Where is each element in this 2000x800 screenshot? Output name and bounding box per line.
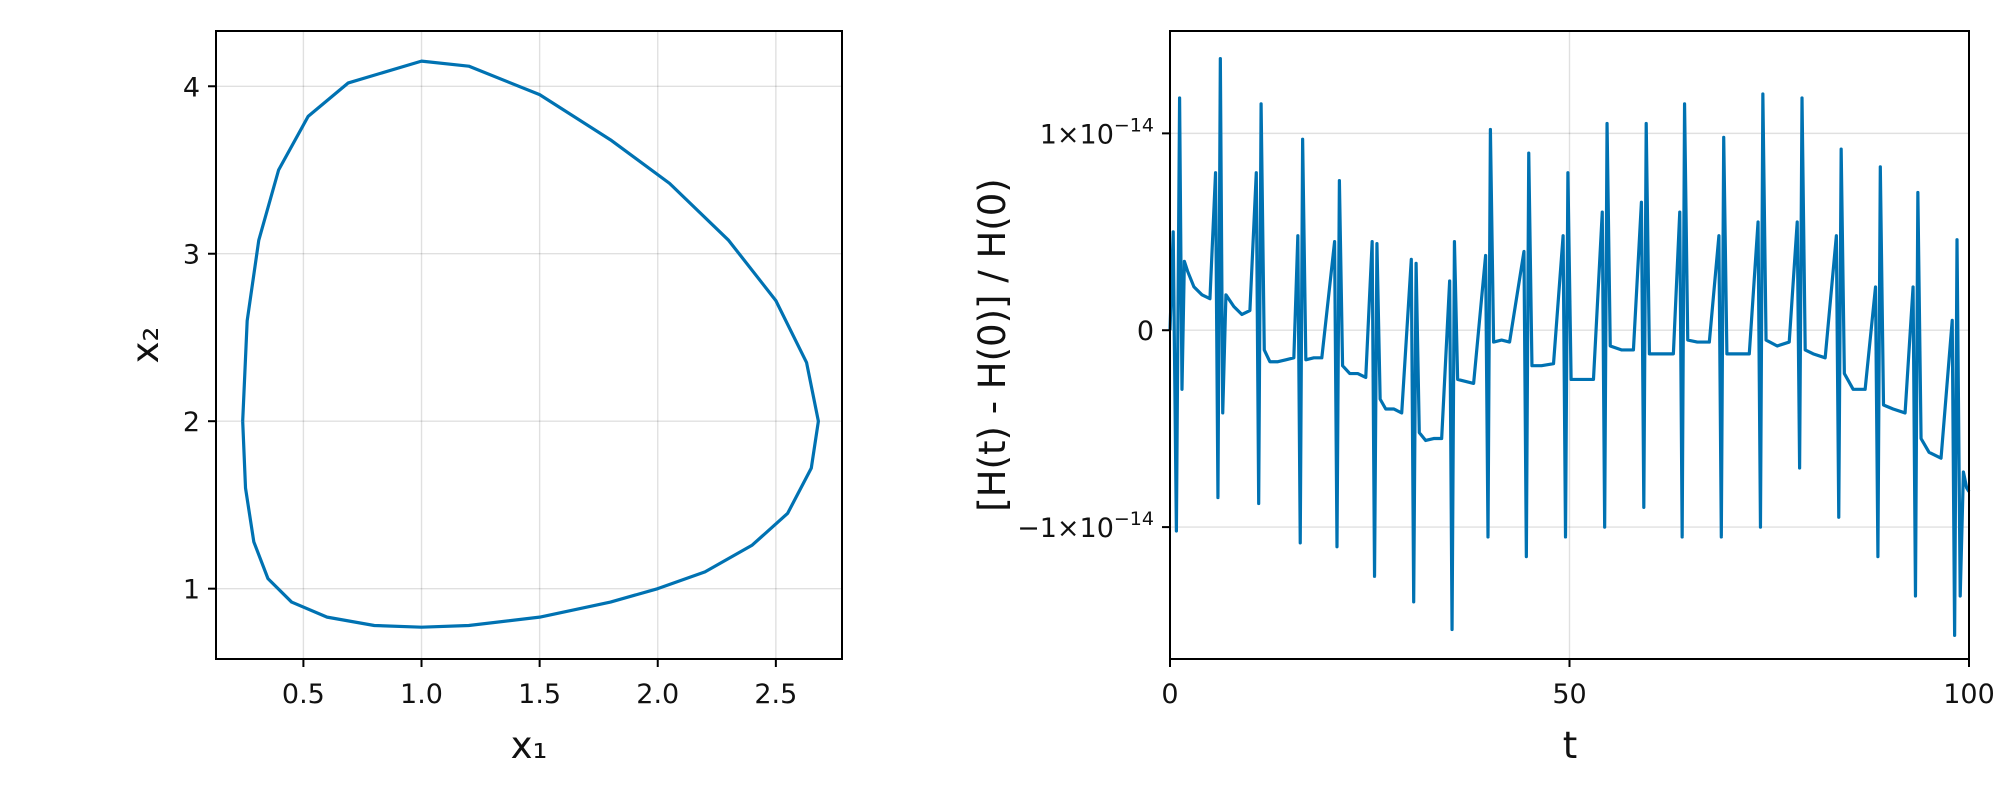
phase-plot-y-tick-label: 3	[183, 240, 200, 271]
energy-plot-ticks: 0 50 100 1×10−14 0 −1×10−14	[1017, 114, 1995, 710]
energy-plot-y-tick-label: 0	[1137, 316, 1154, 347]
phase-plot-x-label: x₁	[511, 724, 548, 767]
phase-plot-y-tick-label: 1	[183, 575, 200, 606]
phase-plot-grid	[216, 31, 842, 659]
phase-plot-panel: 0.5 1.0 1.5 2.0 2.5 1 2 3 4 x₁ x₂	[124, 30, 843, 767]
phase-plot-x-tick-label: 2.5	[754, 679, 797, 710]
energy-plot-y-label: [H(t) - H(0)] / H(0)	[971, 178, 1014, 511]
phase-plot-x-tick-label: 1.0	[400, 679, 443, 710]
phase-plot-y-label: x₂	[124, 327, 167, 364]
phase-plot-x-tick-label: 2.0	[636, 679, 679, 710]
phase-plot-x-tick-label: 0.5	[282, 679, 325, 710]
energy-error-line	[1168, 56, 1971, 637]
phase-plot-y-tick-label: 4	[183, 72, 200, 103]
energy-plot-x-tick-label: 50	[1552, 679, 1586, 710]
energy-plot-x-tick-label: 0	[1161, 679, 1178, 710]
energy-plot-y-tick-label: −1×10−14	[1017, 508, 1154, 544]
phase-plot-frame	[215, 30, 843, 660]
energy-plot-y-tick-label: 1×10−14	[1040, 114, 1154, 150]
energy-error-panel: 0 50 100 1×10−14 0 −1×10−14 t [H(t) - H(0)] /…	[971, 30, 1995, 767]
phase-plot-ticks: 0.5 1.0 1.5 2.0 2.5 1 2 3 4	[183, 72, 798, 710]
phase-orbit-line	[241, 59, 820, 629]
energy-plot-x-tick-label: 100	[1943, 679, 1995, 710]
phase-plot-x-tick-label: 1.5	[518, 679, 561, 710]
phase-plot-y-tick-label: 2	[183, 407, 200, 438]
energy-plot-x-label: t	[1563, 724, 1578, 767]
